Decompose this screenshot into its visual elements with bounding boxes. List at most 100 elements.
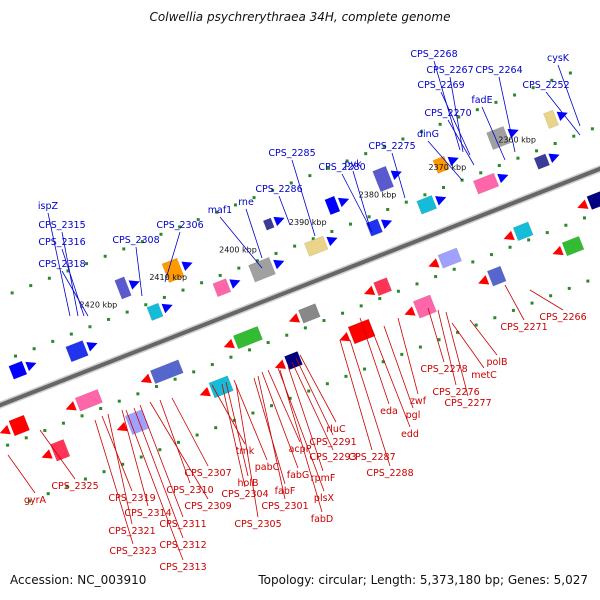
reverse-label-leader <box>39 429 76 480</box>
track-tick <box>271 188 275 192</box>
forward-gene-label: rne <box>238 197 254 208</box>
track-tick <box>401 137 405 141</box>
reverse-gene-label: CPS_2277 <box>444 398 491 409</box>
reverse-gene-label: CPS_2319 <box>108 493 155 504</box>
track-tick <box>457 115 461 119</box>
forward-gene-block <box>248 256 276 283</box>
reverse-label-leader <box>7 454 36 494</box>
forward-label-leader <box>545 91 581 136</box>
track-tick <box>437 338 441 342</box>
track-tick <box>32 347 36 351</box>
track-tick <box>28 499 32 503</box>
reverse-gene-label: CPS_2271 <box>500 322 547 333</box>
track-tick <box>367 215 371 219</box>
reverse-gene-block <box>74 389 103 412</box>
track-tick <box>200 281 204 285</box>
track-tick <box>460 178 464 182</box>
forward-label-leader <box>449 76 464 153</box>
reverse-gene-block <box>512 221 534 242</box>
forward-gene-arrow <box>548 153 560 163</box>
forward-label-leader <box>61 270 89 317</box>
track-tick <box>158 448 162 452</box>
reverse-gene-label: polB <box>487 357 508 368</box>
reverse-label-leader <box>291 361 334 451</box>
forward-gene-block <box>416 195 438 215</box>
reverse-gene-arrow <box>41 449 53 459</box>
track-tick <box>10 291 14 295</box>
reverse-gene-arrow <box>577 199 589 209</box>
track-tick <box>214 426 218 430</box>
forward-gene-arrow <box>390 170 402 180</box>
track-tick <box>396 289 400 293</box>
ruler-label: 2390 kbp <box>289 218 327 227</box>
reverse-gene-block <box>284 351 303 370</box>
reverse-gene-label: holB <box>238 478 259 489</box>
forward-gene-block <box>146 302 164 321</box>
forward-label-leader <box>440 91 471 156</box>
reverse-label-leader <box>171 397 209 467</box>
track-tick <box>530 301 534 305</box>
reverse-label-leader <box>529 289 564 311</box>
forward-gene-label: fadE <box>471 95 492 106</box>
map-body: 2360 kbp 2370 kbp 2380 kbp 2390 kbp 2400 kbp… <box>0 49 600 573</box>
forward-gene-arrow <box>337 197 350 208</box>
reverse-label-leader <box>253 377 286 485</box>
track-tick <box>489 253 493 257</box>
reverse-gene-label: CPS_2325 <box>51 481 98 492</box>
ruler-label: 2420 kbp <box>80 300 118 309</box>
track-tick <box>24 436 28 440</box>
accession-text: Accession: NC_003910 <box>10 573 147 587</box>
track-tick <box>159 232 163 236</box>
track-tick <box>102 470 106 474</box>
forward-gene-label: pyk <box>344 159 362 170</box>
track-tick <box>513 93 517 97</box>
reverse-label-leader <box>133 407 184 539</box>
track-tick <box>516 156 520 160</box>
reverse-gene-label: CPS_2288 <box>366 468 413 479</box>
track-tick <box>229 355 233 359</box>
ruler-label: 2410 kbp <box>149 273 187 282</box>
reverse-gene-label: CPS_2287 <box>348 452 395 463</box>
track-tick <box>289 181 293 185</box>
forward-gene-block <box>324 195 341 216</box>
reverse-label-leader <box>279 369 323 513</box>
forward-gene-block <box>114 276 132 300</box>
forward-gene-label: CPS_2268 <box>410 49 457 60</box>
forward-gene-arrow <box>128 280 140 290</box>
forward-label-leader <box>219 216 263 269</box>
forward-label-leader <box>135 246 143 297</box>
reverse-label-leader <box>107 413 133 525</box>
reverse-gene-block <box>124 409 150 436</box>
forward-gene-block <box>372 165 395 193</box>
forward-gene-block <box>212 278 232 298</box>
reverse-gene-arrow <box>288 313 300 323</box>
track-tick <box>47 276 51 280</box>
reverse-gene-label: CPS_2314 <box>124 508 171 519</box>
track-tick <box>325 382 329 386</box>
forward-gene-label: CPS_2315 <box>38 220 85 231</box>
reverse-gene-block <box>298 303 321 324</box>
track-tick <box>29 284 33 288</box>
ruler-label: 2360 kbp <box>498 135 536 144</box>
track-tick <box>103 254 107 258</box>
reverse-gene-arrow <box>223 338 235 349</box>
track-tick <box>386 207 390 211</box>
forward-gene-block <box>472 172 500 195</box>
reverse-gene-block <box>8 414 30 437</box>
forward-label-leader <box>481 106 506 161</box>
reverse-label-leader <box>299 354 337 423</box>
reverse-gene-arrow <box>116 421 128 432</box>
track-tick <box>590 127 594 131</box>
forward-gene-arrow <box>326 236 338 247</box>
forward-gene-label: CPS_2280 <box>318 162 365 173</box>
track-tick <box>65 484 69 488</box>
forward-gene-arrow <box>86 342 98 352</box>
reverse-gene-block <box>50 439 71 462</box>
track-tick <box>14 354 18 358</box>
reverse-gene-label: fabG <box>287 470 310 481</box>
reverse-gene-label: CPS_2301 <box>261 501 308 512</box>
reverse-gene-arrow <box>0 424 11 435</box>
reverse-gene-block <box>586 191 600 210</box>
track-tick <box>154 385 158 389</box>
track-tick <box>88 325 92 329</box>
